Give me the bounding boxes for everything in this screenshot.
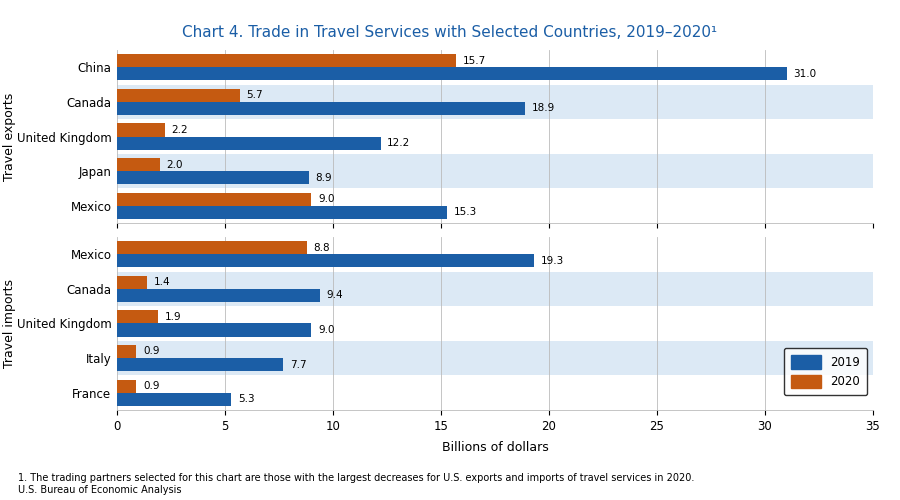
- Bar: [117, 392, 231, 406]
- Bar: [117, 276, 148, 289]
- X-axis label: Billions of dollars: Billions of dollars: [442, 441, 548, 454]
- Bar: [117, 154, 873, 188]
- Text: 1.9: 1.9: [165, 312, 181, 322]
- Y-axis label: Travel imports: Travel imports: [4, 279, 16, 368]
- Text: 5.3: 5.3: [238, 394, 255, 404]
- Text: 7.7: 7.7: [290, 360, 306, 370]
- Text: 12.2: 12.2: [387, 138, 410, 148]
- Bar: [117, 358, 284, 371]
- Bar: [117, 206, 447, 219]
- Text: 2.2: 2.2: [171, 125, 187, 135]
- Text: 8.9: 8.9: [316, 172, 332, 182]
- Bar: [117, 54, 456, 68]
- Text: 15.7: 15.7: [463, 56, 486, 66]
- Bar: [117, 289, 320, 302]
- Text: 9.0: 9.0: [318, 194, 335, 204]
- Text: 31.0: 31.0: [793, 69, 816, 79]
- Text: 2.0: 2.0: [166, 160, 184, 170]
- Bar: [117, 192, 311, 206]
- Bar: [117, 102, 526, 115]
- Text: 18.9: 18.9: [532, 104, 555, 114]
- Text: 0.9: 0.9: [143, 381, 159, 391]
- Bar: [117, 254, 534, 268]
- Bar: [117, 124, 165, 136]
- Legend: 2019, 2020: 2019, 2020: [784, 348, 867, 396]
- Bar: [117, 345, 137, 358]
- Text: 0.9: 0.9: [143, 346, 159, 356]
- Bar: [117, 324, 311, 336]
- Text: 1. The trading partners selected for this chart are those with the largest decre: 1. The trading partners selected for thi…: [18, 474, 695, 495]
- Bar: [117, 171, 310, 184]
- Text: 5.7: 5.7: [247, 90, 263, 101]
- Bar: [117, 310, 158, 324]
- Bar: [117, 341, 873, 376]
- Bar: [117, 136, 381, 149]
- Bar: [117, 84, 873, 119]
- Y-axis label: Travel exports: Travel exports: [4, 92, 16, 180]
- Bar: [117, 158, 160, 171]
- Bar: [117, 272, 873, 306]
- Text: 8.8: 8.8: [313, 242, 330, 252]
- Text: 19.3: 19.3: [540, 256, 563, 266]
- Text: 9.0: 9.0: [318, 325, 335, 335]
- Text: Chart 4. Trade in Travel Services with Selected Countries, 2019–2020¹: Chart 4. Trade in Travel Services with S…: [183, 25, 717, 40]
- Text: 1.4: 1.4: [154, 278, 170, 287]
- Bar: [117, 68, 787, 80]
- Bar: [117, 89, 240, 102]
- Bar: [117, 380, 137, 392]
- Bar: [117, 241, 307, 254]
- Text: 9.4: 9.4: [327, 290, 343, 300]
- Text: 15.3: 15.3: [454, 208, 477, 218]
